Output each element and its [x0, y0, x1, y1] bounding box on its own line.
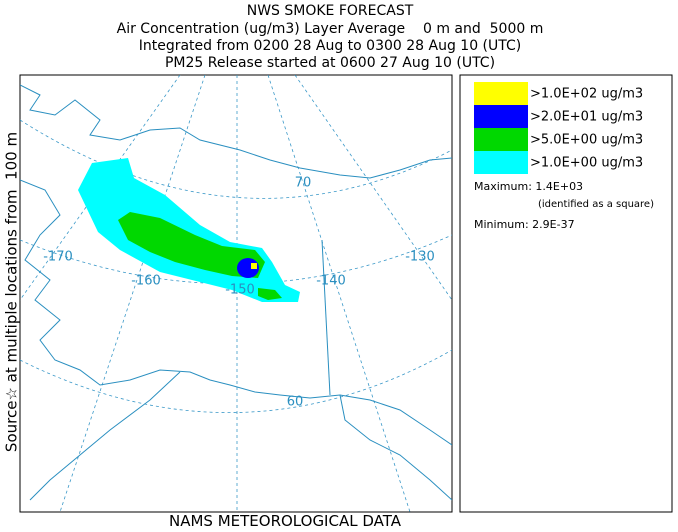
- plume-green: [118, 212, 265, 278]
- footer: NAMS METEOROLOGICAL DATA: [169, 512, 402, 530]
- map: -170 -160 -150 -140 -130 70 60: [19, 74, 453, 513]
- subtitle: PM25 Release started at 0600 27 Aug 10 (…: [165, 55, 495, 71]
- legend: Maximum: 1.4E+03 (identified as a square…: [459, 74, 673, 513]
- title: NWS SMOKE FORECAST: [247, 3, 414, 19]
- latitude-label: 70: [295, 176, 312, 191]
- legend-swatch: [474, 82, 528, 105]
- longitude-line: [294, 75, 452, 301]
- longitude-label: -140: [316, 274, 346, 289]
- longitude-label: -150: [225, 283, 255, 298]
- map-frame: [19, 74, 453, 513]
- plume-green: [258, 288, 282, 300]
- legend-label: >2.0E+01 ug/m3: [530, 110, 643, 125]
- longitude-label: -130: [405, 250, 435, 265]
- longitude-line: [267, 75, 411, 512]
- legend-label: >1.0E+00 ug/m3: [530, 156, 643, 171]
- longitude-label: -160: [131, 274, 161, 289]
- latitude-line: [20, 119, 452, 199]
- legend-label: >1.0E+02 ug/m3: [530, 87, 643, 102]
- plume: [78, 158, 300, 302]
- longitude-label: -170: [43, 250, 73, 265]
- side-label: Source☆ at multiple locations from 100 m: [3, 132, 21, 452]
- latitude-label: 60: [287, 395, 304, 410]
- coastline: [20, 84, 452, 501]
- legend-swatch: [474, 128, 528, 151]
- maximum-square: [251, 263, 257, 269]
- legend-label: >5.0E+00 ug/m3: [530, 133, 643, 148]
- subtitle: Integrated from 0200 28 Aug to 0300 28 A…: [139, 38, 522, 54]
- subtitle: Air Concentration (ug/m3) Layer Average …: [117, 21, 544, 37]
- legend-swatch: [474, 151, 528, 174]
- border: [321, 239, 331, 396]
- minimum: Minimum: 2.9E-37: [474, 218, 575, 231]
- longitude-line: [59, 75, 206, 512]
- maximum: Maximum: 1.4E+03: [474, 180, 583, 193]
- maximum-note: (identified as a square): [538, 199, 654, 210]
- legend-swatch: [474, 105, 528, 128]
